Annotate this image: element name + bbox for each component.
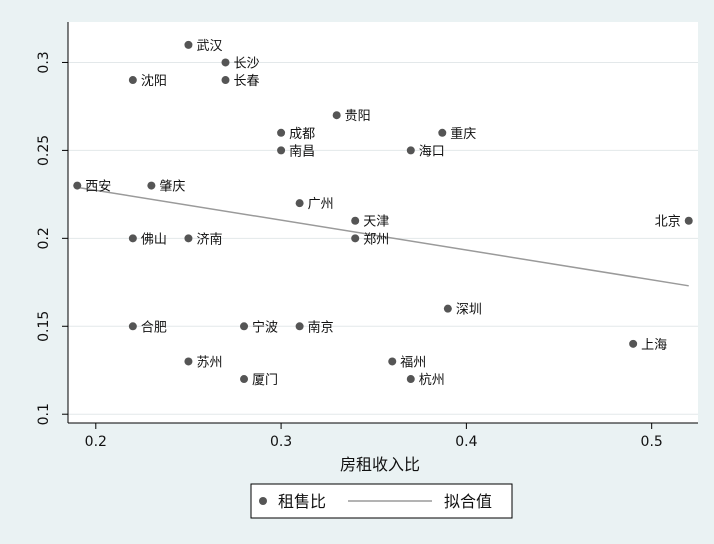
data-point xyxy=(406,146,415,155)
point-label: 郑州 xyxy=(363,232,389,247)
y-tick-label: 0.15 xyxy=(36,311,52,342)
grid-layer xyxy=(68,61,698,415)
point-label: 杭州 xyxy=(419,373,445,388)
legend-label-rent-price-ratio: 租售比 xyxy=(278,492,326,511)
data-point xyxy=(128,322,137,331)
x-tick-label: 0.4 xyxy=(455,434,477,450)
data-point xyxy=(128,234,137,243)
data-point xyxy=(351,234,360,243)
data-point xyxy=(221,76,230,85)
data-point xyxy=(277,128,286,137)
data-point xyxy=(147,181,156,190)
data-point xyxy=(295,322,304,331)
point-label: 长沙 xyxy=(234,56,260,71)
y-tick-label: 0.1 xyxy=(36,403,52,425)
point-label: 武汉 xyxy=(196,39,222,54)
point-label: 海口 xyxy=(419,144,445,159)
data-point xyxy=(184,234,193,243)
data-point xyxy=(221,58,230,67)
point-label: 宁波 xyxy=(252,319,278,335)
data-point xyxy=(438,128,447,137)
data-point xyxy=(406,375,415,384)
data-point xyxy=(388,357,397,366)
data-point xyxy=(629,339,638,348)
y-tick-label: 0.3 xyxy=(36,51,52,73)
data-point xyxy=(295,199,304,208)
point-label: 上海 xyxy=(641,338,667,353)
point-label: 长春 xyxy=(234,74,260,89)
point-label: 重庆 xyxy=(450,126,476,142)
point-label: 北京 xyxy=(655,215,681,230)
point-label: 广州 xyxy=(308,197,334,212)
point-label: 合肥 xyxy=(141,320,167,335)
data-point xyxy=(240,322,249,331)
data-point xyxy=(277,146,286,155)
point-label: 天津 xyxy=(363,215,389,230)
point-label: 深圳 xyxy=(456,303,482,318)
data-point xyxy=(443,304,452,313)
legend: 租售比 拟合值 xyxy=(250,483,513,519)
data-point xyxy=(351,216,360,225)
point-label: 南昌 xyxy=(289,143,315,159)
point-label: 肇庆 xyxy=(159,180,185,195)
x-tick-label: 0.3 xyxy=(270,434,292,450)
data-point xyxy=(128,76,137,85)
data-point xyxy=(184,40,193,49)
legend-marker-rent-price-ratio xyxy=(259,497,267,505)
data-point xyxy=(240,375,249,384)
ticks-layer: 0.1 0.15 0.2 0.25 0.3 0.2 0.3 0.4 0.5 xyxy=(36,51,663,450)
point-label: 苏州 xyxy=(196,354,222,370)
point-label: 福州 xyxy=(400,355,426,370)
y-tick-label: 0.25 xyxy=(36,135,52,166)
y-tick-label: 0.2 xyxy=(36,227,52,249)
point-label: 贵阳 xyxy=(345,109,371,124)
point-label: 沈阳 xyxy=(141,74,167,89)
axis-layer xyxy=(67,22,698,424)
x-axis-title: 房租收入比 xyxy=(340,455,420,474)
data-point xyxy=(332,111,341,120)
point-label: 南京 xyxy=(308,319,334,335)
plot-area xyxy=(68,22,698,423)
point-label: 厦门 xyxy=(252,373,278,388)
data-point xyxy=(73,181,82,190)
legend-label-fitted: 拟合值 xyxy=(444,492,492,511)
fit-line xyxy=(77,186,689,287)
point-label: 成都 xyxy=(289,127,315,142)
point-label: 济南 xyxy=(196,231,222,247)
fit-line-layer xyxy=(77,186,689,287)
x-tick-label: 0.5 xyxy=(641,434,663,450)
x-tick-label: 0.2 xyxy=(85,434,107,450)
point-label: 西安 xyxy=(85,180,111,195)
data-point xyxy=(184,357,193,366)
point-label: 佛山 xyxy=(141,232,167,247)
data-point xyxy=(684,216,693,225)
